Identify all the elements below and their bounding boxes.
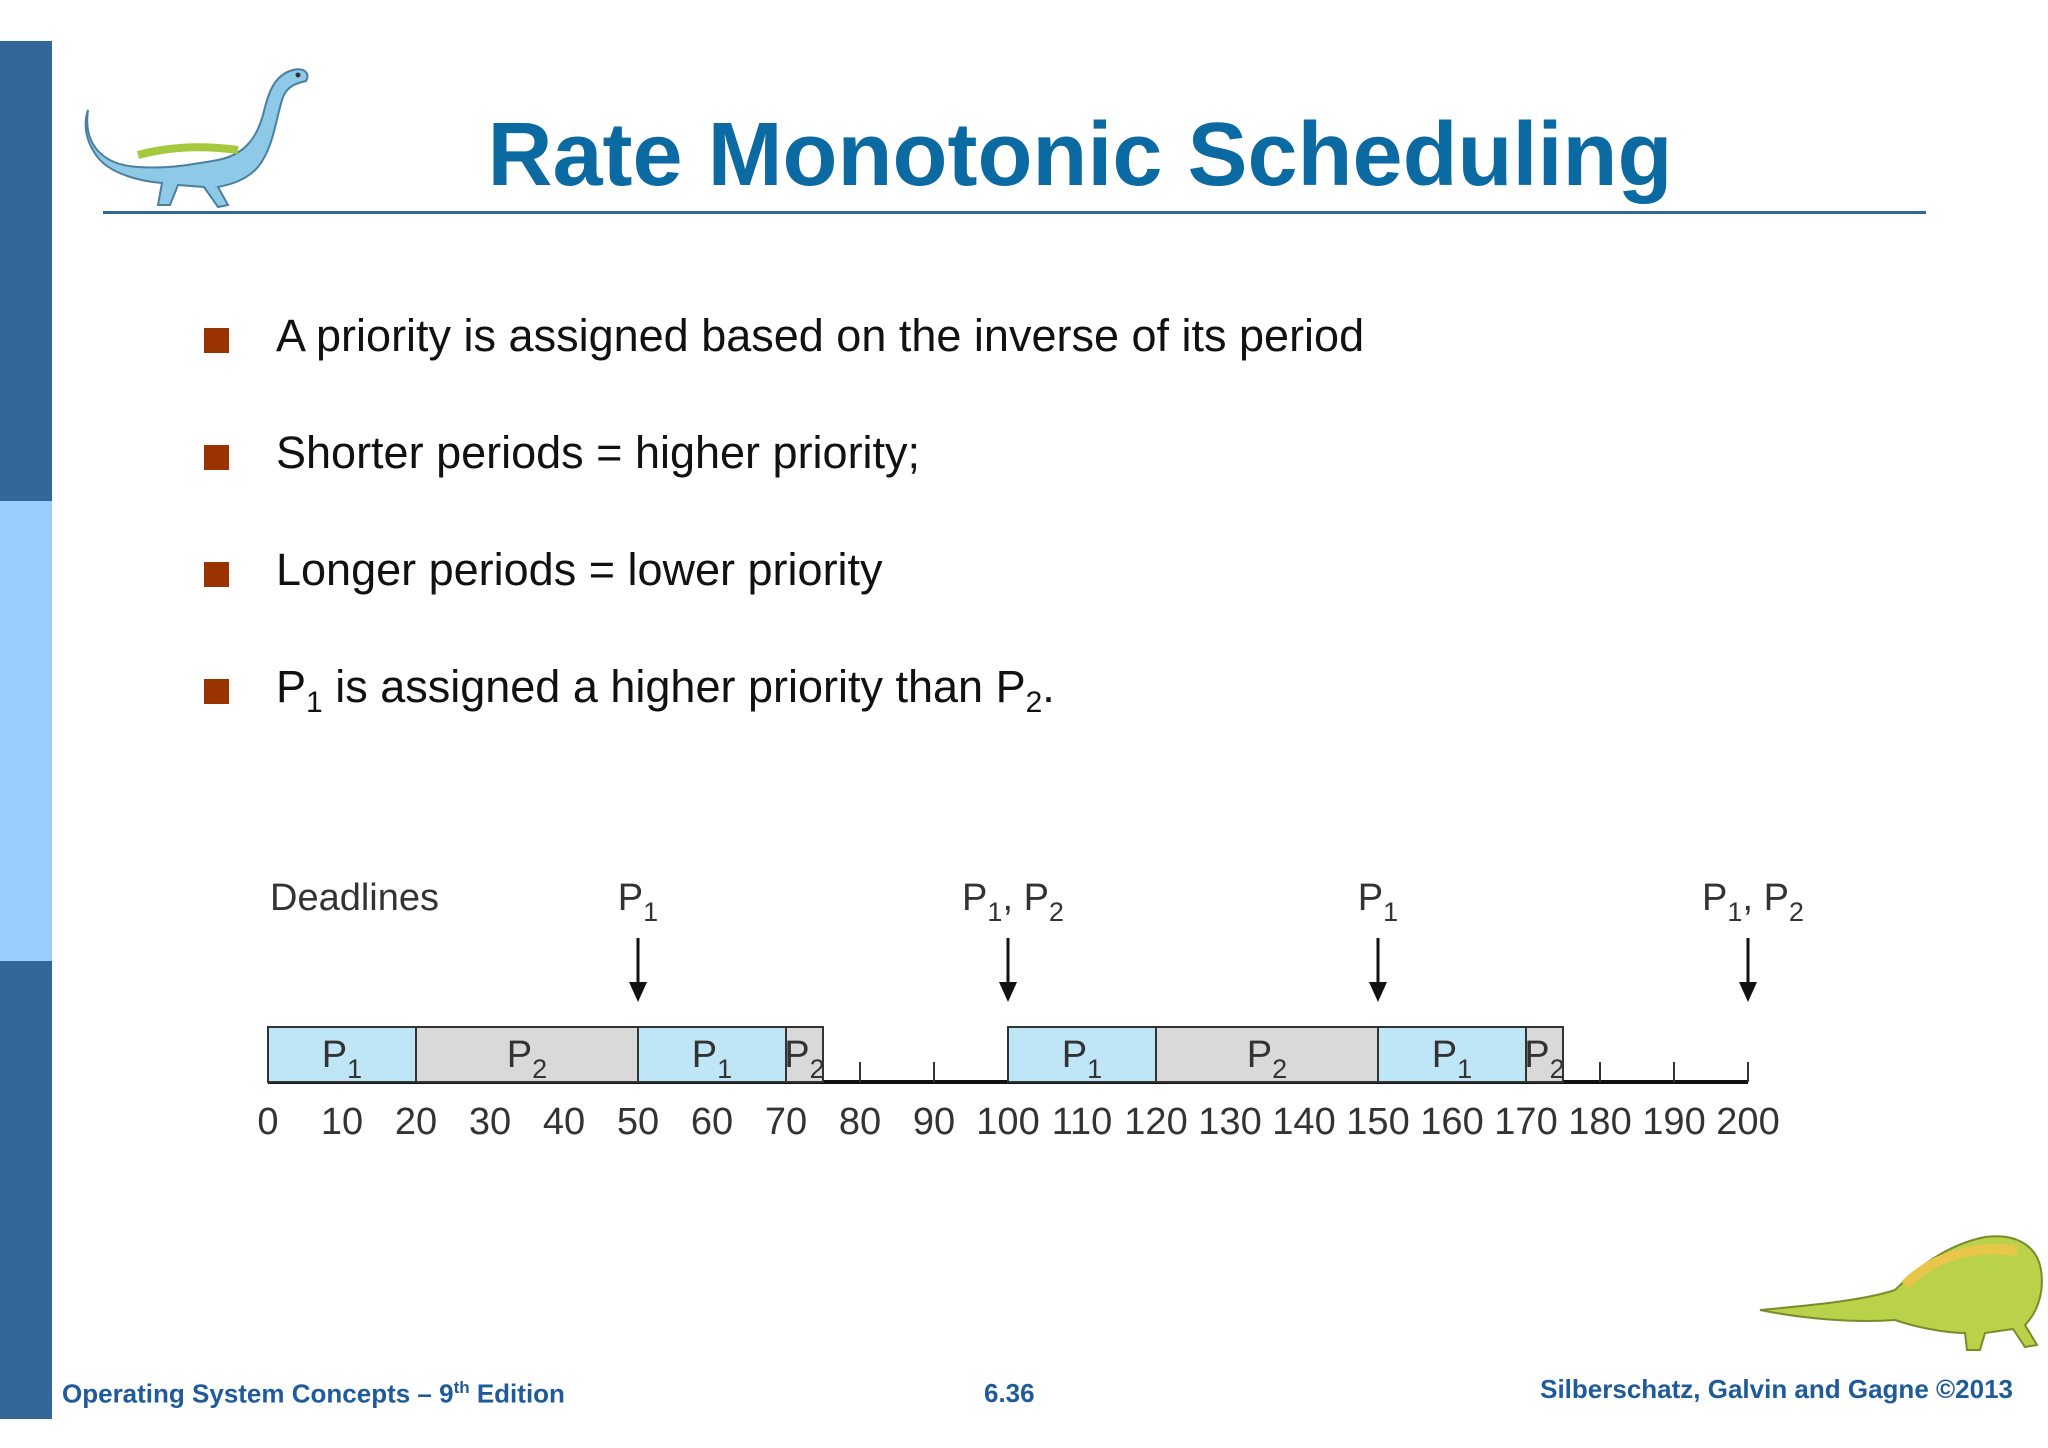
accent-segment-top bbox=[0, 41, 52, 501]
axis-tick-label: 150 bbox=[1346, 1101, 1409, 1143]
axis-tick-label: 130 bbox=[1198, 1101, 1261, 1143]
gantt-block-label: P1 bbox=[1432, 1034, 1472, 1084]
axis-tick-label: 70 bbox=[765, 1101, 807, 1143]
bullet-square-icon bbox=[204, 679, 229, 704]
gantt-block-label: P1 bbox=[322, 1034, 362, 1084]
deadlines-label: Deadlines bbox=[270, 877, 439, 919]
gantt-svg: Deadlines P1 P1, P2 P1 P1, P2 P1 P2 P1 P2 P1 P2 P1 P… bbox=[257, 877, 1804, 1143]
bullet-square-icon bbox=[204, 328, 229, 353]
gantt-block-label: P1 bbox=[692, 1034, 732, 1084]
bullet-text: P1 is assigned a higher priority than P2… bbox=[276, 661, 1055, 719]
gantt-block bbox=[637, 1026, 787, 1083]
deadline-arrow-head bbox=[1369, 982, 1387, 1002]
dinosaur-logo-bottom bbox=[1759, 1235, 2043, 1351]
footer-copyright: Silberschatz, Galvin and Gagne ©2013 bbox=[1540, 1374, 2013, 1404]
axis-tick-label: 60 bbox=[691, 1101, 733, 1143]
bullet-item: Longer periods = lower priority bbox=[200, 534, 1600, 595]
bullet-square-icon bbox=[204, 562, 229, 587]
bullet-text: Longer periods = lower priority bbox=[276, 544, 883, 595]
bullet-item: Shorter periods = higher priority; bbox=[200, 417, 1600, 478]
axis-tick-label: 180 bbox=[1568, 1101, 1631, 1143]
axis-tick-label: 30 bbox=[469, 1101, 511, 1143]
accent-segment-bottom bbox=[0, 961, 52, 1419]
gantt-block bbox=[1377, 1026, 1527, 1083]
bullet-item: P1 is assigned a higher priority than P2… bbox=[200, 651, 1600, 719]
title-underline bbox=[103, 211, 1926, 214]
axis-tick-label: 90 bbox=[913, 1101, 955, 1143]
gantt-chart: Deadlines P1 P1, P2 P1 P1, P2 P1 P2 P1 P2 P1 P2 P1 P… bbox=[250, 860, 1810, 1160]
axis-tick-label: 120 bbox=[1124, 1101, 1187, 1143]
bullet-item: A priority is assigned based on the inve… bbox=[200, 300, 1600, 361]
footer-book-title: Operating System Concepts – 9th Edition bbox=[62, 1378, 565, 1409]
axis-tick-label: 110 bbox=[1052, 1101, 1113, 1143]
left-accent-bar bbox=[0, 41, 52, 1419]
axis-tick-label: 190 bbox=[1642, 1101, 1705, 1143]
slide-title: Rate Monotonic Scheduling bbox=[487, 105, 1673, 205]
axis-tick-label: 140 bbox=[1272, 1101, 1335, 1143]
axis-tick-label: 100 bbox=[976, 1101, 1039, 1143]
deadline-arrow-head bbox=[1739, 982, 1757, 1002]
axis-tick-label: 0 bbox=[257, 1101, 278, 1143]
bullet-text: A priority is assigned based on the inve… bbox=[276, 310, 1365, 361]
gantt-block bbox=[785, 1026, 824, 1083]
axis-tick-label: 200 bbox=[1716, 1101, 1779, 1143]
bullet-square-icon bbox=[204, 445, 229, 470]
axis-tick-label: 80 bbox=[839, 1101, 881, 1143]
axis-tick-label: 20 bbox=[395, 1101, 437, 1143]
gantt-block-label: P2 bbox=[1247, 1034, 1287, 1084]
deadline-label: P1, P2 bbox=[1702, 877, 1804, 927]
gantt-block-label: P2 bbox=[784, 1034, 824, 1084]
bullet-text: Shorter periods = higher priority; bbox=[276, 427, 921, 478]
gantt-block bbox=[1007, 1026, 1157, 1083]
deadline-label: P1 bbox=[618, 877, 658, 927]
gantt-block bbox=[1155, 1026, 1379, 1083]
gantt-block-label: P1 bbox=[1062, 1034, 1102, 1084]
axis-tick-label: 160 bbox=[1420, 1101, 1483, 1143]
axis-tick-label: 170 bbox=[1494, 1101, 1557, 1143]
axis-tick-label: 40 bbox=[543, 1101, 585, 1143]
gantt-block bbox=[415, 1026, 639, 1083]
gantt-block bbox=[1525, 1026, 1564, 1083]
accent-segment-middle bbox=[0, 501, 52, 961]
gantt-block-label: P2 bbox=[1524, 1034, 1564, 1084]
deadline-arrow-head bbox=[999, 982, 1017, 1002]
dinosaur-logo-top bbox=[84, 68, 309, 209]
axis-tick-label: 10 bbox=[321, 1101, 363, 1143]
gantt-block-label: P2 bbox=[507, 1034, 547, 1084]
footer-page-number: 6.36 bbox=[984, 1378, 1035, 1408]
deadline-label: P1, P2 bbox=[962, 877, 1064, 927]
deadline-label: P1 bbox=[1358, 877, 1398, 927]
gantt-block bbox=[267, 1026, 417, 1083]
axis-tick-label: 50 bbox=[617, 1101, 659, 1143]
deadline-arrow-head bbox=[629, 982, 647, 1002]
